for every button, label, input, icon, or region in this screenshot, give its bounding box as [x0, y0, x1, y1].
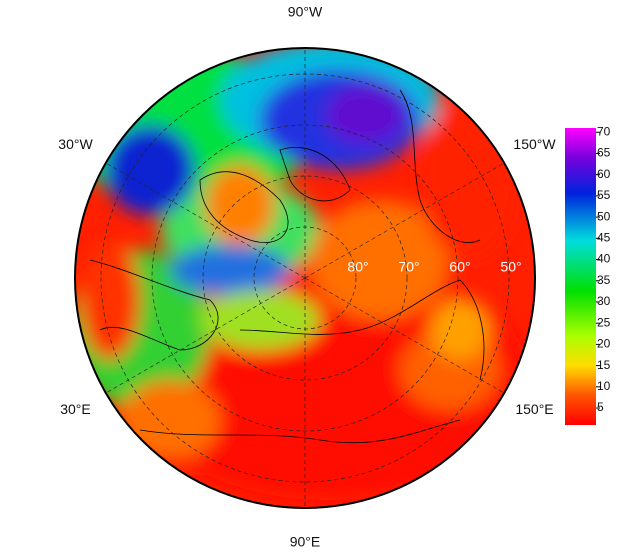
colorbar-tick-label: 50 — [597, 209, 611, 223]
colorbar-tick-label: 40 — [597, 252, 611, 266]
latitude-circle — [151, 124, 459, 432]
colorbar-tick-label: 35 — [597, 273, 611, 287]
graticule — [100, 48, 510, 508]
longitude-label: 30°E — [60, 401, 91, 417]
longitude-label: 90°W — [288, 4, 323, 20]
colorbar-tick-label: 5 — [597, 400, 604, 414]
meridian — [304, 162, 505, 279]
colorbar-tick-label: 65 — [597, 146, 611, 160]
colorbar-tick-label: 30 — [597, 294, 611, 308]
colorbar-tick-label: 20 — [597, 337, 611, 351]
colorbar-tick-label: 15 — [597, 358, 611, 372]
map-labels: 80° 70° 60° 50° 90°W 30°W 150°W 30°E 150°E 90°E — [58, 4, 556, 550]
latitude-label: 70° — [398, 259, 419, 275]
meridian — [105, 277, 306, 394]
longitude-label: 150°W — [513, 136, 556, 152]
colorbar-tick-label: 70 — [597, 124, 611, 138]
map-border — [74, 47, 536, 509]
colorbar-tick-label: 25 — [597, 315, 611, 329]
longitude-label: 90°E — [290, 534, 321, 550]
colorbar-tick-label: 60 — [597, 167, 611, 181]
colorbar-tick-label: 10 — [597, 379, 611, 393]
colorbar-tick-label: 45 — [597, 230, 611, 244]
meridian — [105, 162, 306, 279]
colorbar-tick-label: 55 — [597, 188, 611, 202]
latitude-label: 80° — [347, 259, 368, 275]
colorbar-ramp — [565, 128, 596, 425]
latitude-label: 50° — [500, 259, 521, 275]
longitude-label: 30°W — [58, 136, 93, 152]
latitude-label: 60° — [449, 259, 470, 275]
colorbar: 5 10 15 20 25 30 35 40 45 50 55 60 65 70 — [565, 124, 611, 425]
longitude-label: 150°E — [515, 401, 553, 417]
meridian — [304, 277, 505, 394]
